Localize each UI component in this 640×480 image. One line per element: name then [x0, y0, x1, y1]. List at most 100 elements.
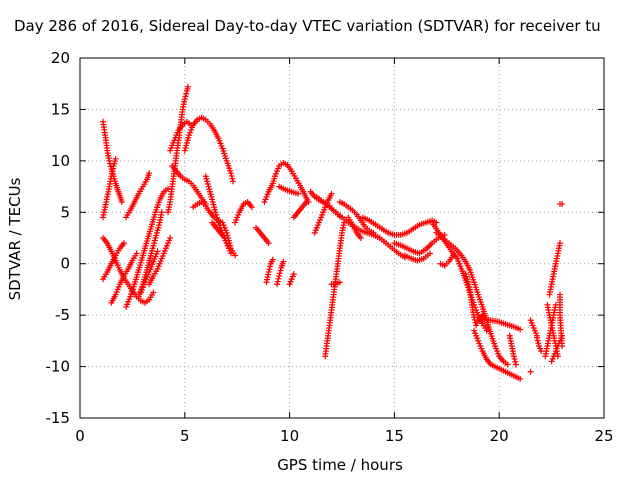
data-point [534, 337, 541, 344]
x-axis-label: GPS time / hours [277, 456, 403, 474]
x-tick-label: 5 [180, 427, 190, 445]
data-series [433, 229, 511, 368]
data-point [504, 361, 511, 368]
data-series [165, 83, 191, 216]
data-series [100, 240, 128, 283]
plot-frame [79, 57, 605, 419]
data-point [265, 268, 272, 275]
data-series [311, 190, 335, 236]
data-point [527, 368, 534, 375]
data-series [533, 334, 545, 355]
data-point [427, 250, 434, 257]
data-series [100, 118, 125, 205]
data-point [248, 204, 255, 211]
data-point [275, 275, 282, 282]
data-point [158, 209, 165, 216]
data-point [336, 279, 343, 286]
data-series [286, 271, 297, 288]
data-series [146, 235, 174, 288]
data-point [510, 353, 517, 360]
data-series [232, 199, 255, 226]
data-point [265, 240, 272, 247]
data-point [274, 281, 281, 288]
data-series [123, 185, 172, 310]
data-series [556, 291, 566, 349]
data-point [232, 252, 239, 259]
data-point [230, 178, 237, 185]
data-point [184, 83, 191, 90]
data-series [261, 159, 312, 205]
data-series [437, 252, 457, 269]
data-series [546, 240, 563, 298]
y-tick-label: 10 [51, 152, 70, 170]
data-series [209, 219, 232, 252]
data-point [538, 348, 545, 355]
data-point [229, 175, 236, 182]
data-point [357, 235, 364, 241]
data-point [294, 190, 301, 197]
data-series [274, 258, 287, 288]
x-tick-label: 20 [490, 427, 509, 445]
data-point [183, 90, 190, 97]
data-series [313, 193, 408, 261]
data-point [328, 190, 335, 197]
data-series [181, 114, 237, 185]
y-axis-label: SDTVAR / TECUs [6, 177, 24, 300]
data-point [450, 252, 457, 259]
data-series [167, 118, 195, 154]
data-point [533, 334, 540, 341]
data-point [517, 375, 524, 382]
data-series [475, 314, 524, 333]
data-point [517, 326, 524, 333]
data-point [146, 170, 153, 177]
data-point [370, 229, 377, 236]
data-series [276, 183, 301, 197]
data-point [512, 361, 519, 368]
data-series [556, 201, 566, 208]
data-point [276, 270, 283, 277]
x-tick-label: 10 [280, 427, 299, 445]
data-point [121, 240, 128, 247]
data-series [253, 224, 272, 247]
data-series [328, 279, 343, 288]
data-series [471, 327, 524, 382]
data-point [267, 263, 274, 270]
data-point [290, 271, 297, 277]
x-tick-label: 15 [385, 427, 404, 445]
data-point [106, 157, 113, 164]
y-tick-label: 0 [60, 255, 70, 273]
y-tick-label: -10 [46, 358, 71, 376]
data-series [263, 256, 276, 286]
grid-lines [80, 58, 604, 418]
data-series [137, 248, 161, 296]
data-series [322, 219, 348, 360]
data-series [527, 317, 540, 339]
y-tick-label: 15 [51, 100, 70, 118]
data-series [336, 199, 377, 236]
data-point [274, 278, 281, 285]
y-tick-label: 5 [60, 203, 70, 221]
x-tick-label: 25 [594, 427, 613, 445]
data-point [511, 356, 518, 363]
data-series [345, 214, 364, 241]
data-series [123, 170, 153, 221]
chart-title: Day 286 of 2016, Sidereal Day-to-day VTE… [14, 17, 601, 35]
data-point [276, 273, 283, 280]
data-point [133, 250, 140, 257]
data-series [135, 209, 165, 300]
data-point [483, 327, 490, 334]
data-point [559, 201, 566, 208]
data-point [182, 93, 189, 100]
data-series [506, 332, 519, 368]
data-points [100, 83, 566, 382]
data-series [527, 368, 534, 375]
data-point [512, 358, 519, 365]
data-point [266, 266, 273, 273]
data-series [169, 163, 209, 208]
data-point [556, 240, 563, 247]
data-point [112, 155, 119, 162]
data-series [290, 199, 310, 221]
data-point [280, 258, 287, 265]
data-series [401, 250, 434, 264]
